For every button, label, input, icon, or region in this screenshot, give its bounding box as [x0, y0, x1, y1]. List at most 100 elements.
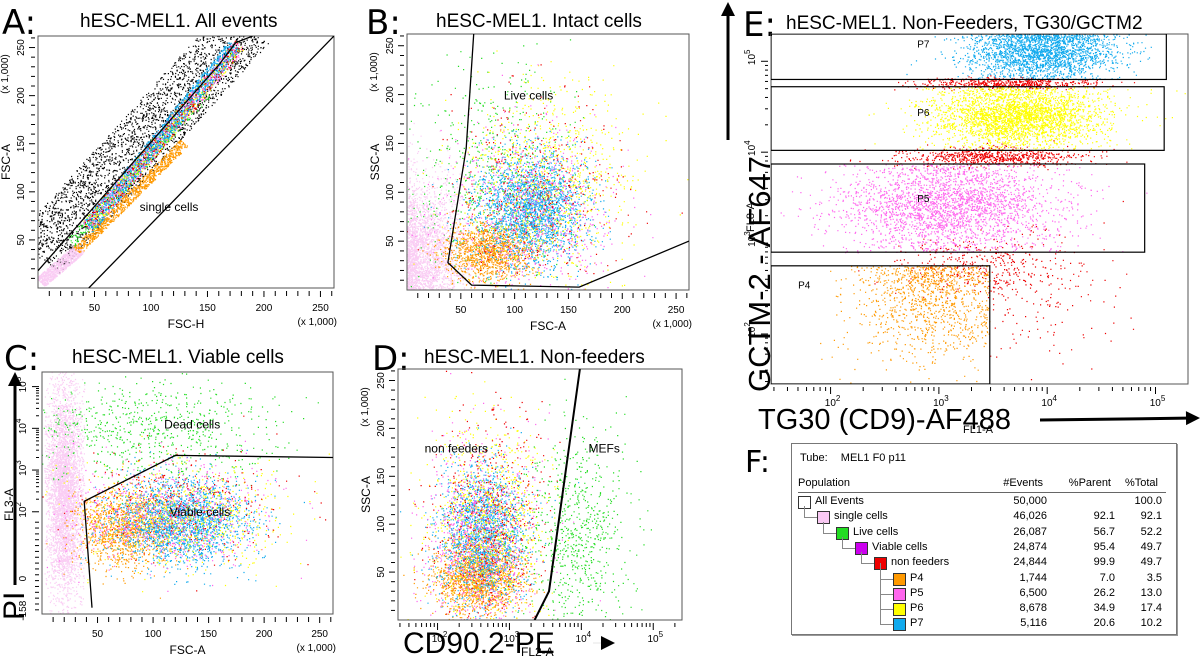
table-row[interactable]: P4 1,744 7.0 3.5	[792, 562, 1176, 587]
population-name: P6	[910, 602, 924, 615]
pct-total: 3.5	[1146, 571, 1162, 584]
tick-label: 100	[506, 305, 523, 316]
tick-label: 102	[14, 501, 29, 517]
tick-label: 200	[256, 303, 273, 314]
points-single	[407, 122, 473, 290]
axes-c	[32, 386, 332, 623]
panel-letter-f: F:	[745, 445, 771, 480]
tick-label: 50	[92, 629, 104, 640]
column-header-pct-parent: %Parent	[1068, 477, 1111, 489]
population-color-swatch	[893, 587, 906, 601]
table-row[interactable]: Live cells 26,087 56.7 52.2	[792, 521, 1176, 541]
tick-label: 102	[743, 322, 758, 338]
points-P4	[422, 203, 572, 290]
column-header-pct-total: %Total	[1124, 477, 1158, 489]
gate-p5-rect[interactable]	[771, 163, 1146, 253]
population-color-swatch	[893, 603, 906, 617]
plot-frame-c	[41, 371, 334, 615]
tube-value: MEL1 F0 p11	[840, 452, 907, 464]
pct-total: 13.0	[1140, 586, 1162, 599]
gate-single-cells-line[interactable]	[38, 36, 253, 272]
points-P4	[46, 450, 207, 599]
panel-title-b: hESC-MEL1. Intact cells	[436, 11, 642, 32]
points-live	[503, 378, 652, 620]
gate-viable-cells-line[interactable]	[83, 454, 333, 608]
tick-label: 100	[16, 183, 27, 200]
points-live	[68, 91, 210, 247]
gate-single-cells-line[interactable]	[88, 36, 334, 288]
scatter-plot-e: P7 P6 P5 P4 102 103 104 105 102 103 104 105	[721, 2, 1200, 426]
tick-labels-c: 50 100 150 200 250 -158 0 102 103 104 105	[14, 376, 328, 640]
population-cloud-nonfeeders	[990, 200, 1135, 381]
pct-parent: 95.4	[1093, 540, 1115, 553]
gate-label-viable-cells: Viable cells	[170, 505, 230, 519]
points-nonfeeders	[408, 370, 561, 620]
plot-frame-a	[37, 35, 335, 289]
tree-connector	[880, 593, 894, 611]
population-cloud-P4	[820, 265, 991, 384]
pct-parent: 20.6	[1093, 617, 1115, 630]
x-axis-arrow-icon-head	[601, 636, 615, 650]
gate-mefs-line[interactable]	[533, 369, 581, 620]
scatter-points-a	[38, 36, 269, 287]
gate-p4-rect[interactable]	[771, 265, 991, 384]
population-cloud-P5	[411, 373, 601, 620]
population-cloud-P4	[422, 203, 572, 290]
table-row[interactable]: All Events 50,000 100.0	[792, 495, 1176, 510]
event-count: 6,500	[1019, 586, 1047, 599]
event-count: 50,000	[1013, 495, 1047, 507]
axis-label-fl8a: FL8-A	[745, 202, 757, 232]
table-row[interactable]: Viable cells 24,874 95.4 49.7	[792, 536, 1176, 556]
table-row[interactable]: P6 8,678 34.9 17.4	[792, 593, 1176, 617]
table-row[interactable]: P5 6,500 26.2 13.0	[792, 577, 1176, 602]
tree-connector	[880, 577, 894, 595]
pct-parent: 26.2	[1093, 586, 1115, 599]
tick-label: 105	[1150, 394, 1166, 409]
x-axis-arrow-icon-head	[1185, 411, 1200, 426]
pct-total: 100.0	[1134, 495, 1162, 507]
gate-label-single-cells: single cells	[140, 200, 199, 214]
tick-label: 150	[560, 305, 577, 316]
population-name: All Events	[815, 495, 864, 507]
tick-label: 150	[385, 135, 396, 152]
tick-label: 150	[376, 468, 387, 485]
tick-label: 50	[16, 234, 27, 246]
scatter-points-b	[407, 39, 689, 290]
pct-parent: 7.0	[1099, 571, 1115, 584]
pct-total: 92.1	[1140, 510, 1162, 523]
y-unit-note: (x 1,000)	[0, 54, 11, 93]
y-axis-label: SSC-A	[359, 476, 373, 513]
population-cloud-P7	[906, 34, 1152, 81]
table-header: Population #Events %Parent %Total	[798, 477, 1166, 493]
column-header-population: Population	[798, 477, 850, 489]
gate-p6-rect[interactable]	[771, 86, 1165, 151]
table-row[interactable]: non feeders 24,844 99.9 49.7	[792, 552, 1176, 571]
scatter-plot-c: Viable cells Dead cells 50 100 150 200 250 -158…	[8, 371, 336, 657]
axis-label-fl2a: FL2-A	[521, 645, 554, 659]
table-row[interactable]: P7 5,116 20.6 10.2	[792, 608, 1176, 632]
tick-label: 200	[256, 629, 273, 640]
x-axis-label: FSC-H	[168, 317, 205, 331]
axes-e	[761, 60, 1157, 394]
axis-label-cd90: CD90.2-PE	[403, 627, 555, 660]
points-P4	[73, 140, 188, 253]
points-P7	[906, 34, 1152, 81]
table-row[interactable]: single cells 46,026 92.1 92.1	[792, 506, 1176, 525]
tick-label: 102	[432, 630, 448, 645]
event-count: 5,116	[1020, 617, 1047, 630]
population-cloud-live	[42, 373, 319, 522]
tree-connector	[842, 536, 856, 549]
event-count: 1,744	[1019, 571, 1047, 584]
axis-label-pi: PI	[0, 591, 31, 620]
points-live	[42, 373, 319, 522]
gate-live-cells-line[interactable]	[447, 34, 689, 288]
tick-label: 105	[647, 630, 663, 645]
x-axis-arrow-icon	[1039, 416, 1187, 422]
tree-connector	[880, 608, 894, 626]
y-axis-arrow-icon-head	[721, 2, 735, 16]
gate-p7-rect[interactable]	[771, 34, 1167, 81]
population-name: Viable cells	[872, 540, 928, 553]
gate-label-p5: P5	[917, 194, 930, 205]
tick-label: 50	[385, 235, 396, 247]
tick-label: 104	[576, 630, 592, 645]
